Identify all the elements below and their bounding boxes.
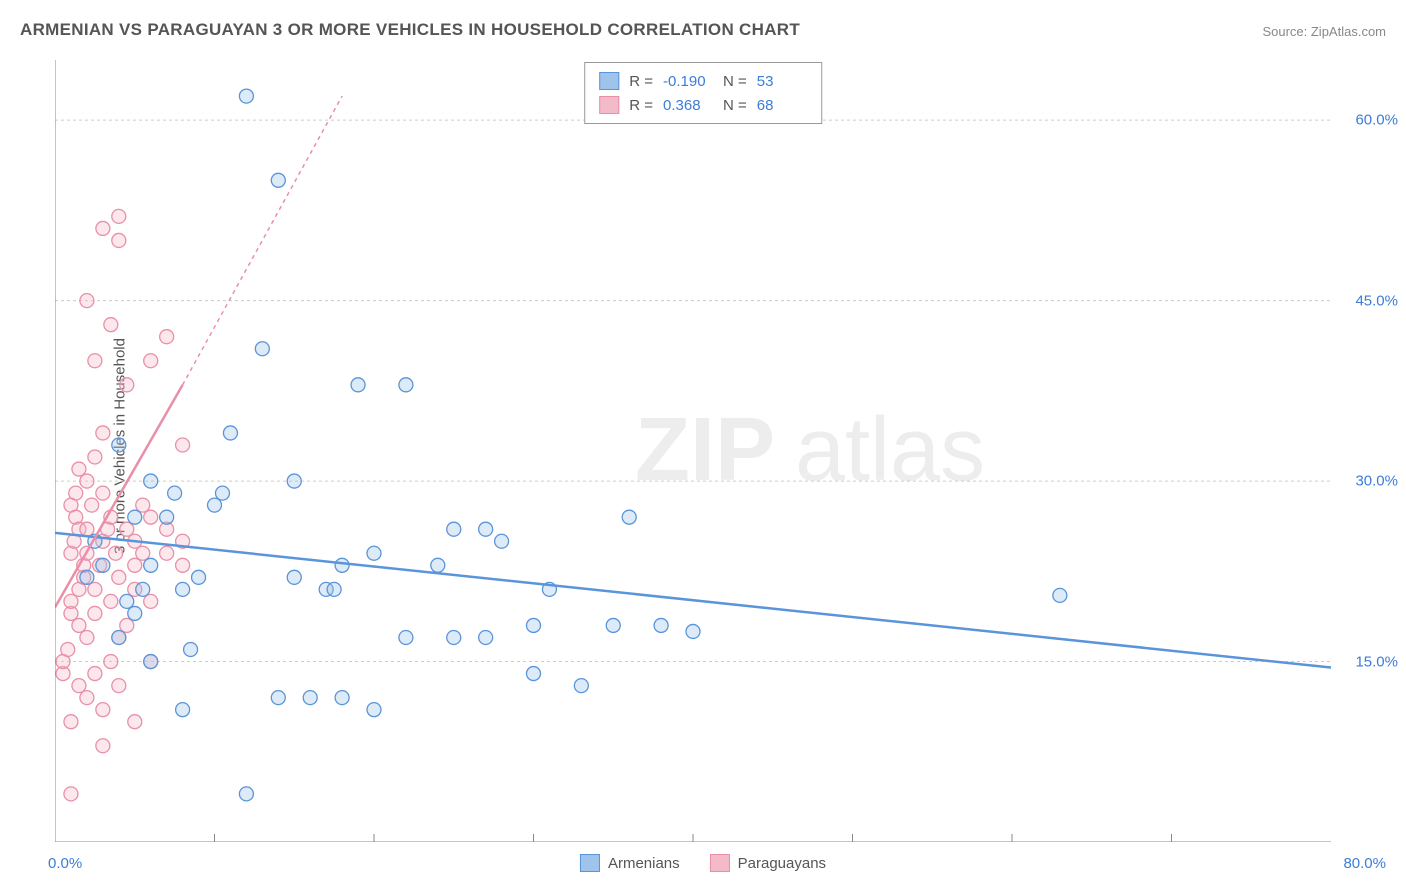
r-value-paraguayans: 0.368 bbox=[663, 97, 713, 114]
series-legend: Armenians Paraguayans bbox=[580, 854, 826, 872]
swatch-paraguayans bbox=[710, 854, 730, 872]
r-label: R = bbox=[629, 97, 653, 114]
stats-row-armenians: R = -0.190 N = 53 bbox=[599, 69, 807, 93]
y-tick-label: 45.0% bbox=[1355, 292, 1398, 309]
r-value-armenians: -0.190 bbox=[663, 73, 713, 90]
y-tick-label: 30.0% bbox=[1355, 473, 1398, 490]
source-label: Source: ZipAtlas.com bbox=[1262, 24, 1386, 39]
chart-area: ZIP atlas bbox=[55, 60, 1331, 842]
swatch-armenians bbox=[599, 72, 619, 90]
y-tick-label: 60.0% bbox=[1355, 112, 1398, 129]
legend-item-armenians: Armenians bbox=[580, 854, 680, 872]
swatch-paraguayans bbox=[599, 96, 619, 114]
legend-label-paraguayans: Paraguayans bbox=[738, 855, 826, 872]
stats-legend: R = -0.190 N = 53 R = 0.368 N = 68 bbox=[584, 62, 822, 124]
chart-title: ARMENIAN VS PARAGUAYAN 3 OR MORE VEHICLE… bbox=[20, 20, 800, 40]
r-label: R = bbox=[629, 73, 653, 90]
stats-row-paraguayans: R = 0.368 N = 68 bbox=[599, 93, 807, 117]
y-tick-label: 15.0% bbox=[1355, 653, 1398, 670]
swatch-armenians bbox=[580, 854, 600, 872]
watermark-atlas: atlas bbox=[795, 400, 985, 500]
n-value-paraguayans: 68 bbox=[757, 97, 807, 114]
x-min-label: 0.0% bbox=[48, 855, 82, 872]
watermark-zip: ZIP bbox=[635, 400, 775, 500]
n-value-armenians: 53 bbox=[757, 73, 807, 90]
scatter-plot: ZIP atlas bbox=[55, 60, 1331, 842]
n-label: N = bbox=[723, 97, 747, 114]
legend-item-paraguayans: Paraguayans bbox=[710, 854, 826, 872]
n-label: N = bbox=[723, 73, 747, 90]
legend-label-armenians: Armenians bbox=[608, 855, 680, 872]
x-max-label: 80.0% bbox=[1343, 855, 1386, 872]
